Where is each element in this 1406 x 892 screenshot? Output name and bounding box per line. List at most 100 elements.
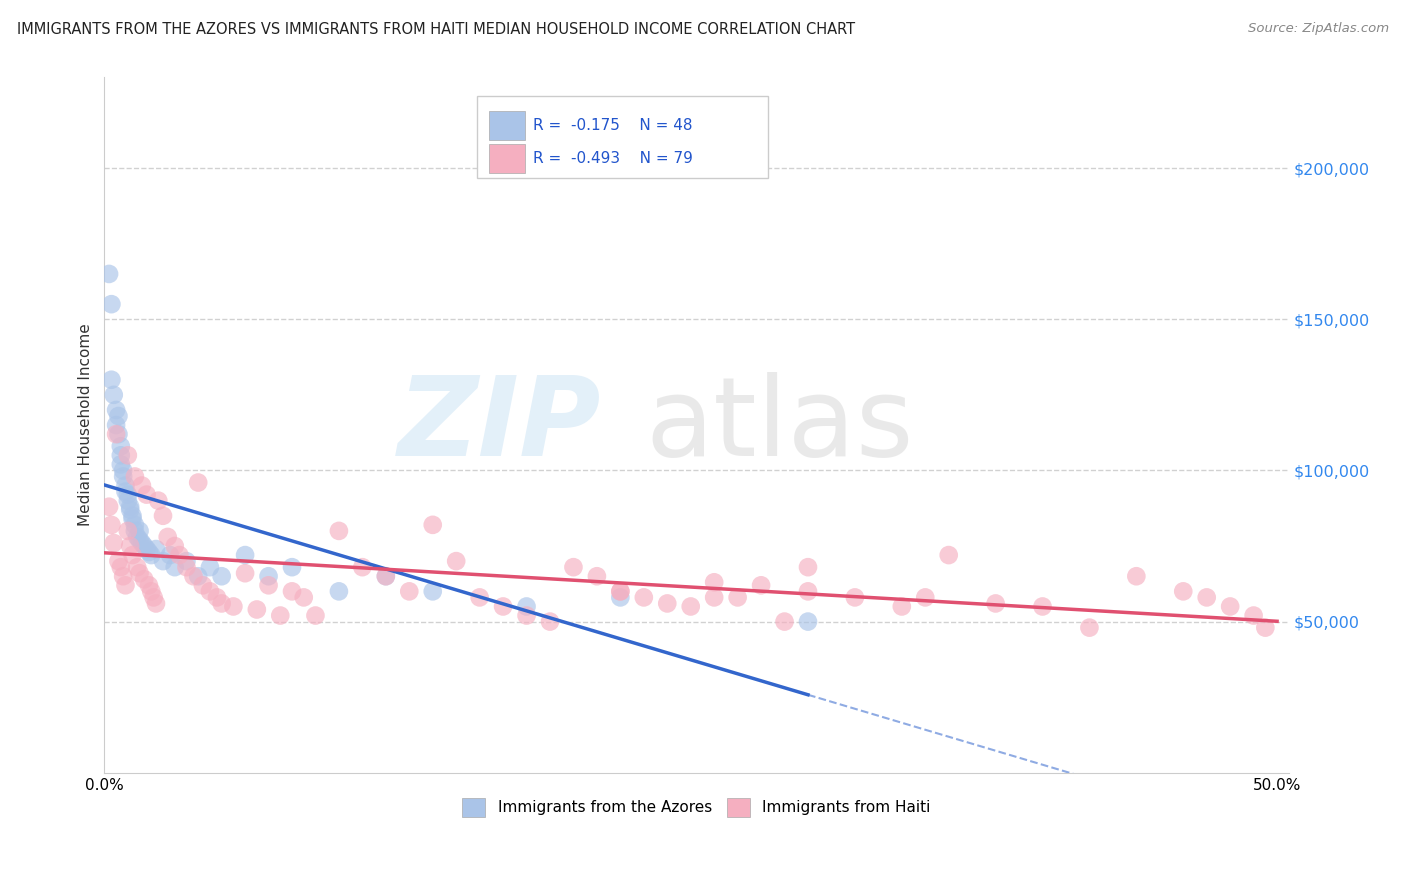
Point [128,533,150,547]
Point [890,599,912,614]
Point [1031,599,1053,614]
Point [163,560,186,574]
Point [110,439,132,453]
Point [609,584,631,599]
Point [114,484,136,499]
Point [121,548,143,562]
Point [110,458,132,472]
Point [304,608,326,623]
Point [98,267,121,281]
Point [198,560,221,574]
Point [124,469,146,483]
Point [516,608,538,623]
Point [198,584,221,599]
Point [112,463,135,477]
Point [141,548,163,562]
Point [128,524,150,538]
Point [105,403,128,417]
Point [152,508,174,523]
Point [609,584,631,599]
Point [797,584,820,599]
Point [679,599,702,614]
Point [163,539,186,553]
Point [176,560,198,574]
Point [1219,599,1241,614]
Point [187,475,209,490]
Point [657,597,679,611]
Point [124,524,146,538]
Point [187,569,209,583]
Point [138,578,160,592]
Point [128,566,150,581]
Point [938,548,960,562]
Y-axis label: Median Household Income: Median Household Income [79,324,93,526]
Point [444,554,467,568]
Point [727,591,749,605]
Point [281,584,304,599]
Point [422,584,444,599]
Point [233,566,256,581]
Point [145,542,167,557]
FancyBboxPatch shape [489,111,524,140]
Text: Source: ZipAtlas.com: Source: ZipAtlas.com [1249,22,1389,36]
Point [233,548,256,562]
Point [257,578,280,592]
Point [1173,584,1195,599]
Point [609,591,631,605]
Point [107,554,129,568]
Text: R =  -0.493    N = 79: R = -0.493 N = 79 [533,152,693,166]
Point [352,560,374,574]
Text: atlas: atlas [645,372,914,479]
Point [797,560,820,574]
Point [183,569,205,583]
Point [422,517,444,532]
Point [292,591,315,605]
Point [191,578,214,592]
FancyBboxPatch shape [478,96,768,178]
Point [749,578,772,592]
Point [562,560,585,574]
Point [984,597,1007,611]
Point [124,517,146,532]
Point [176,554,198,568]
Point [98,500,121,514]
Point [222,599,245,614]
Point [135,542,157,557]
Point [105,427,128,442]
Point [131,536,153,550]
Point [159,548,181,562]
Point [135,488,157,502]
Point [538,615,561,629]
Point [134,572,156,586]
Point [468,591,491,605]
Point [107,427,129,442]
Point [120,539,142,553]
Point [1078,621,1101,635]
Point [148,493,170,508]
Point [398,584,420,599]
Point [492,599,515,614]
Point [1125,569,1147,583]
Point [105,418,128,433]
FancyBboxPatch shape [489,145,524,173]
Point [141,584,163,599]
Point [100,517,122,532]
Point [117,448,139,462]
Point [211,569,233,583]
Point [110,560,132,574]
Point [914,591,936,605]
Point [131,478,153,492]
Point [114,478,136,492]
Point [112,469,135,483]
Text: R =  -0.175    N = 48: R = -0.175 N = 48 [533,118,693,133]
Point [205,591,228,605]
Point [633,591,655,605]
Point [703,575,725,590]
Point [1195,591,1218,605]
Point [114,578,136,592]
Point [703,591,725,605]
Point [120,500,142,514]
Point [586,569,609,583]
Point [152,554,174,568]
Point [117,493,139,508]
